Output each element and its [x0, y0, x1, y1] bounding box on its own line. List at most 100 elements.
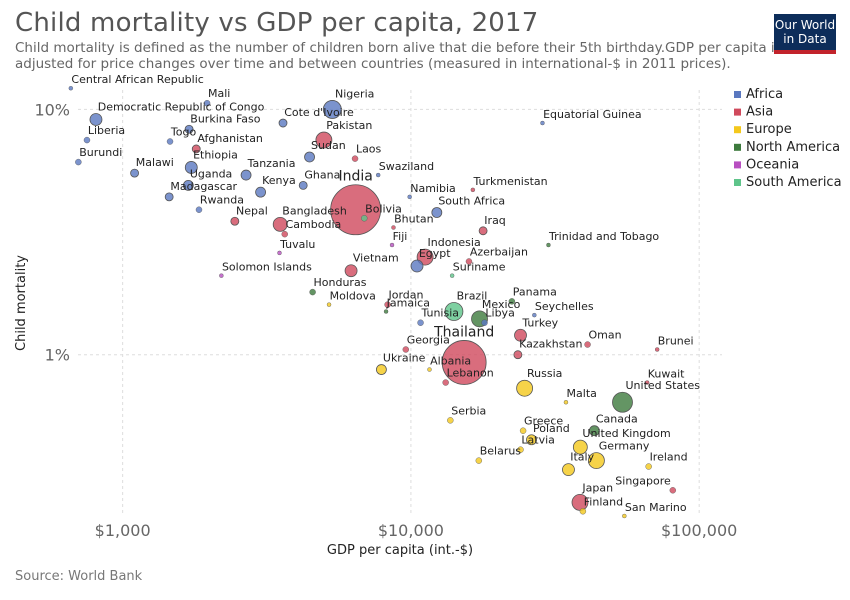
data-point	[517, 446, 524, 453]
point-label: Lebanon	[447, 367, 494, 380]
data-point	[391, 225, 396, 230]
point-label: Afghanistan	[197, 132, 263, 145]
y-axis-label: Child mortality	[14, 255, 29, 351]
data-point	[322, 100, 342, 119]
x-tick-label: $100,000	[661, 521, 737, 540]
data-point	[361, 215, 368, 222]
point-label: Latvia	[521, 434, 555, 447]
point-label: Liberia	[88, 124, 125, 137]
x-tick-label: $1,000	[95, 521, 151, 540]
data-point	[612, 391, 633, 413]
data-point	[344, 264, 358, 278]
point-label: South Africa	[438, 194, 505, 207]
point-label: Finland	[584, 495, 623, 508]
owid-logo[interactable]: Our World in Data	[774, 14, 836, 54]
data-point	[449, 273, 455, 278]
data-point	[75, 158, 82, 166]
y-tick-label: 1%	[45, 346, 70, 365]
data-point	[441, 340, 487, 385]
legend-swatch	[734, 143, 741, 151]
data-point	[546, 242, 551, 248]
data-point	[584, 341, 591, 348]
data-point	[164, 192, 174, 202]
point-label: United States	[625, 379, 700, 392]
point-label: Mali	[208, 87, 230, 100]
data-point	[540, 120, 545, 126]
data-point	[645, 463, 652, 470]
point-label: Libya	[485, 307, 514, 320]
point-label: Suriname	[453, 261, 506, 274]
data-point	[444, 302, 464, 321]
data-point	[644, 380, 650, 385]
point-label: Ukraine	[383, 352, 426, 365]
point-label: Singapore	[615, 474, 671, 487]
logo-line-2: in Data	[783, 32, 827, 46]
data-point	[427, 367, 432, 372]
data-point	[277, 250, 282, 256]
data-point	[563, 400, 569, 405]
logo-line-1: Our World	[774, 18, 836, 32]
data-point	[326, 302, 332, 307]
point-label: San Marino	[625, 501, 687, 514]
point-label: Cote d'Ivoire	[284, 106, 354, 119]
data-point	[330, 184, 382, 236]
data-point	[431, 207, 443, 218]
legend-label: North America	[746, 140, 840, 155]
point-label: Democratic Republic of Congo	[98, 100, 265, 113]
legend-label: Europe	[746, 122, 792, 137]
data-point	[351, 155, 359, 162]
data-point	[309, 288, 316, 296]
point-label: Malawi	[136, 156, 174, 169]
data-point	[219, 273, 224, 278]
data-point	[579, 508, 587, 515]
data-point	[166, 138, 174, 145]
data-point	[203, 100, 211, 107]
point-label: Iraq	[484, 214, 506, 227]
data-point	[588, 425, 600, 437]
data-point	[68, 86, 74, 91]
point-label: Turkey	[521, 316, 558, 329]
data-point	[184, 124, 194, 134]
point-label: Tunisia	[420, 307, 459, 320]
data-point	[182, 180, 194, 191]
data-point	[465, 258, 473, 265]
point-label: Nigeria	[335, 87, 374, 100]
point-label: Burkina Faso	[190, 112, 260, 125]
legend-swatch	[734, 179, 741, 186]
point-label: Ghana	[304, 168, 340, 181]
data-point	[587, 452, 605, 470]
legend-label: Africa	[746, 87, 783, 102]
point-label: Malta	[567, 387, 597, 400]
point-label: Thailand	[433, 324, 494, 340]
data-point	[410, 259, 424, 273]
data-point	[407, 194, 412, 200]
data-point	[184, 161, 198, 174]
point-label: Germany	[599, 440, 650, 453]
point-label: Japan	[581, 481, 613, 494]
data-point	[572, 439, 588, 455]
point-label: Vietnam	[353, 252, 399, 265]
legend-label: South America	[746, 175, 842, 190]
point-label: Sudan	[311, 139, 346, 152]
point-label: Canada	[596, 413, 638, 426]
point-label: Trinidad and Tobago	[548, 230, 659, 243]
point-label: Belarus	[480, 445, 522, 458]
legend-swatch	[734, 91, 741, 98]
point-label: Moldova	[330, 290, 376, 303]
point-label: Togo	[170, 125, 197, 138]
data-point	[195, 206, 203, 213]
point-label: Kazakhstan	[519, 338, 582, 351]
point-label: Indonesia	[428, 236, 481, 249]
point-label: Ireland	[650, 451, 688, 464]
point-label: Turkmenistan	[472, 175, 547, 188]
point-label: Central African Republic	[71, 73, 203, 86]
data-point	[514, 328, 527, 342]
data-point	[278, 118, 288, 128]
data-point	[272, 216, 288, 232]
point-label: Nepal	[236, 204, 268, 217]
data-point	[298, 181, 308, 190]
data-point	[240, 169, 252, 181]
legend-label: Oceania	[746, 157, 799, 172]
data-point	[516, 379, 534, 397]
data-point	[83, 136, 91, 144]
